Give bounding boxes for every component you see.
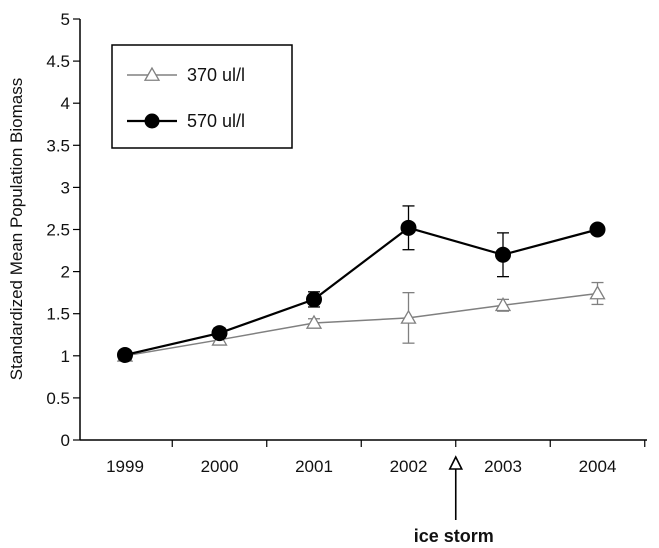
data-point [211,325,228,342]
y-tick-label: 0 [61,431,70,450]
legend-swatch-marker [143,66,161,81]
data-point [589,221,606,238]
legend-label: 570 ul/l [187,111,245,131]
y-tick-label: 4 [61,94,70,113]
series-1 [116,281,606,362]
legend-swatch-marker [144,113,160,129]
x-tick-label: 2000 [201,457,239,476]
ice-storm-annotation: ice storm [414,455,494,546]
y-tick-label: 3 [61,178,70,197]
y-tick-label: 1.5 [46,305,70,324]
legend-box [111,44,293,149]
y-axis: 0 0.5 1 1.5 2 2.5 3 3.5 4 4.5 5 [46,10,81,450]
ice-storm-arrowhead [448,455,464,470]
data-point [117,346,133,363]
x-tick-label: 2001 [295,457,333,476]
ice-storm-label: ice storm [414,526,494,546]
y-axis-label: Standardized Mean Population Biomass [7,78,26,380]
y-tick-label: 1 [61,347,70,366]
data-point [494,296,512,312]
legend: 370 ul/l 570 ul/l [111,44,293,149]
y-tick-label: 5 [61,10,70,29]
x-tick-label: 1999 [106,457,144,476]
data-point [400,309,417,324]
data-point [306,291,322,308]
series-line [124,226,598,357]
data-point [589,285,606,300]
y-tick-label: 3.5 [46,136,70,155]
y-tick-label: 0.5 [46,389,70,408]
x-tick-label: 2004 [579,457,617,476]
data-point [495,246,511,263]
x-tick-label: 2002 [390,457,428,476]
y-tick-label: 2 [61,263,70,282]
legend-label: 370 ul/l [187,65,245,85]
series-line [124,292,598,357]
data-point [400,219,417,236]
x-axis: 1999 2000 2001 2002 2003 2004 [80,439,647,476]
x-tick-label: 2003 [484,457,522,476]
y-tick-label: 4.5 [46,52,70,71]
y-tick-label: 2.5 [46,221,70,240]
series-layer [116,205,606,363]
data-point [305,314,323,329]
series-2 [117,205,606,363]
